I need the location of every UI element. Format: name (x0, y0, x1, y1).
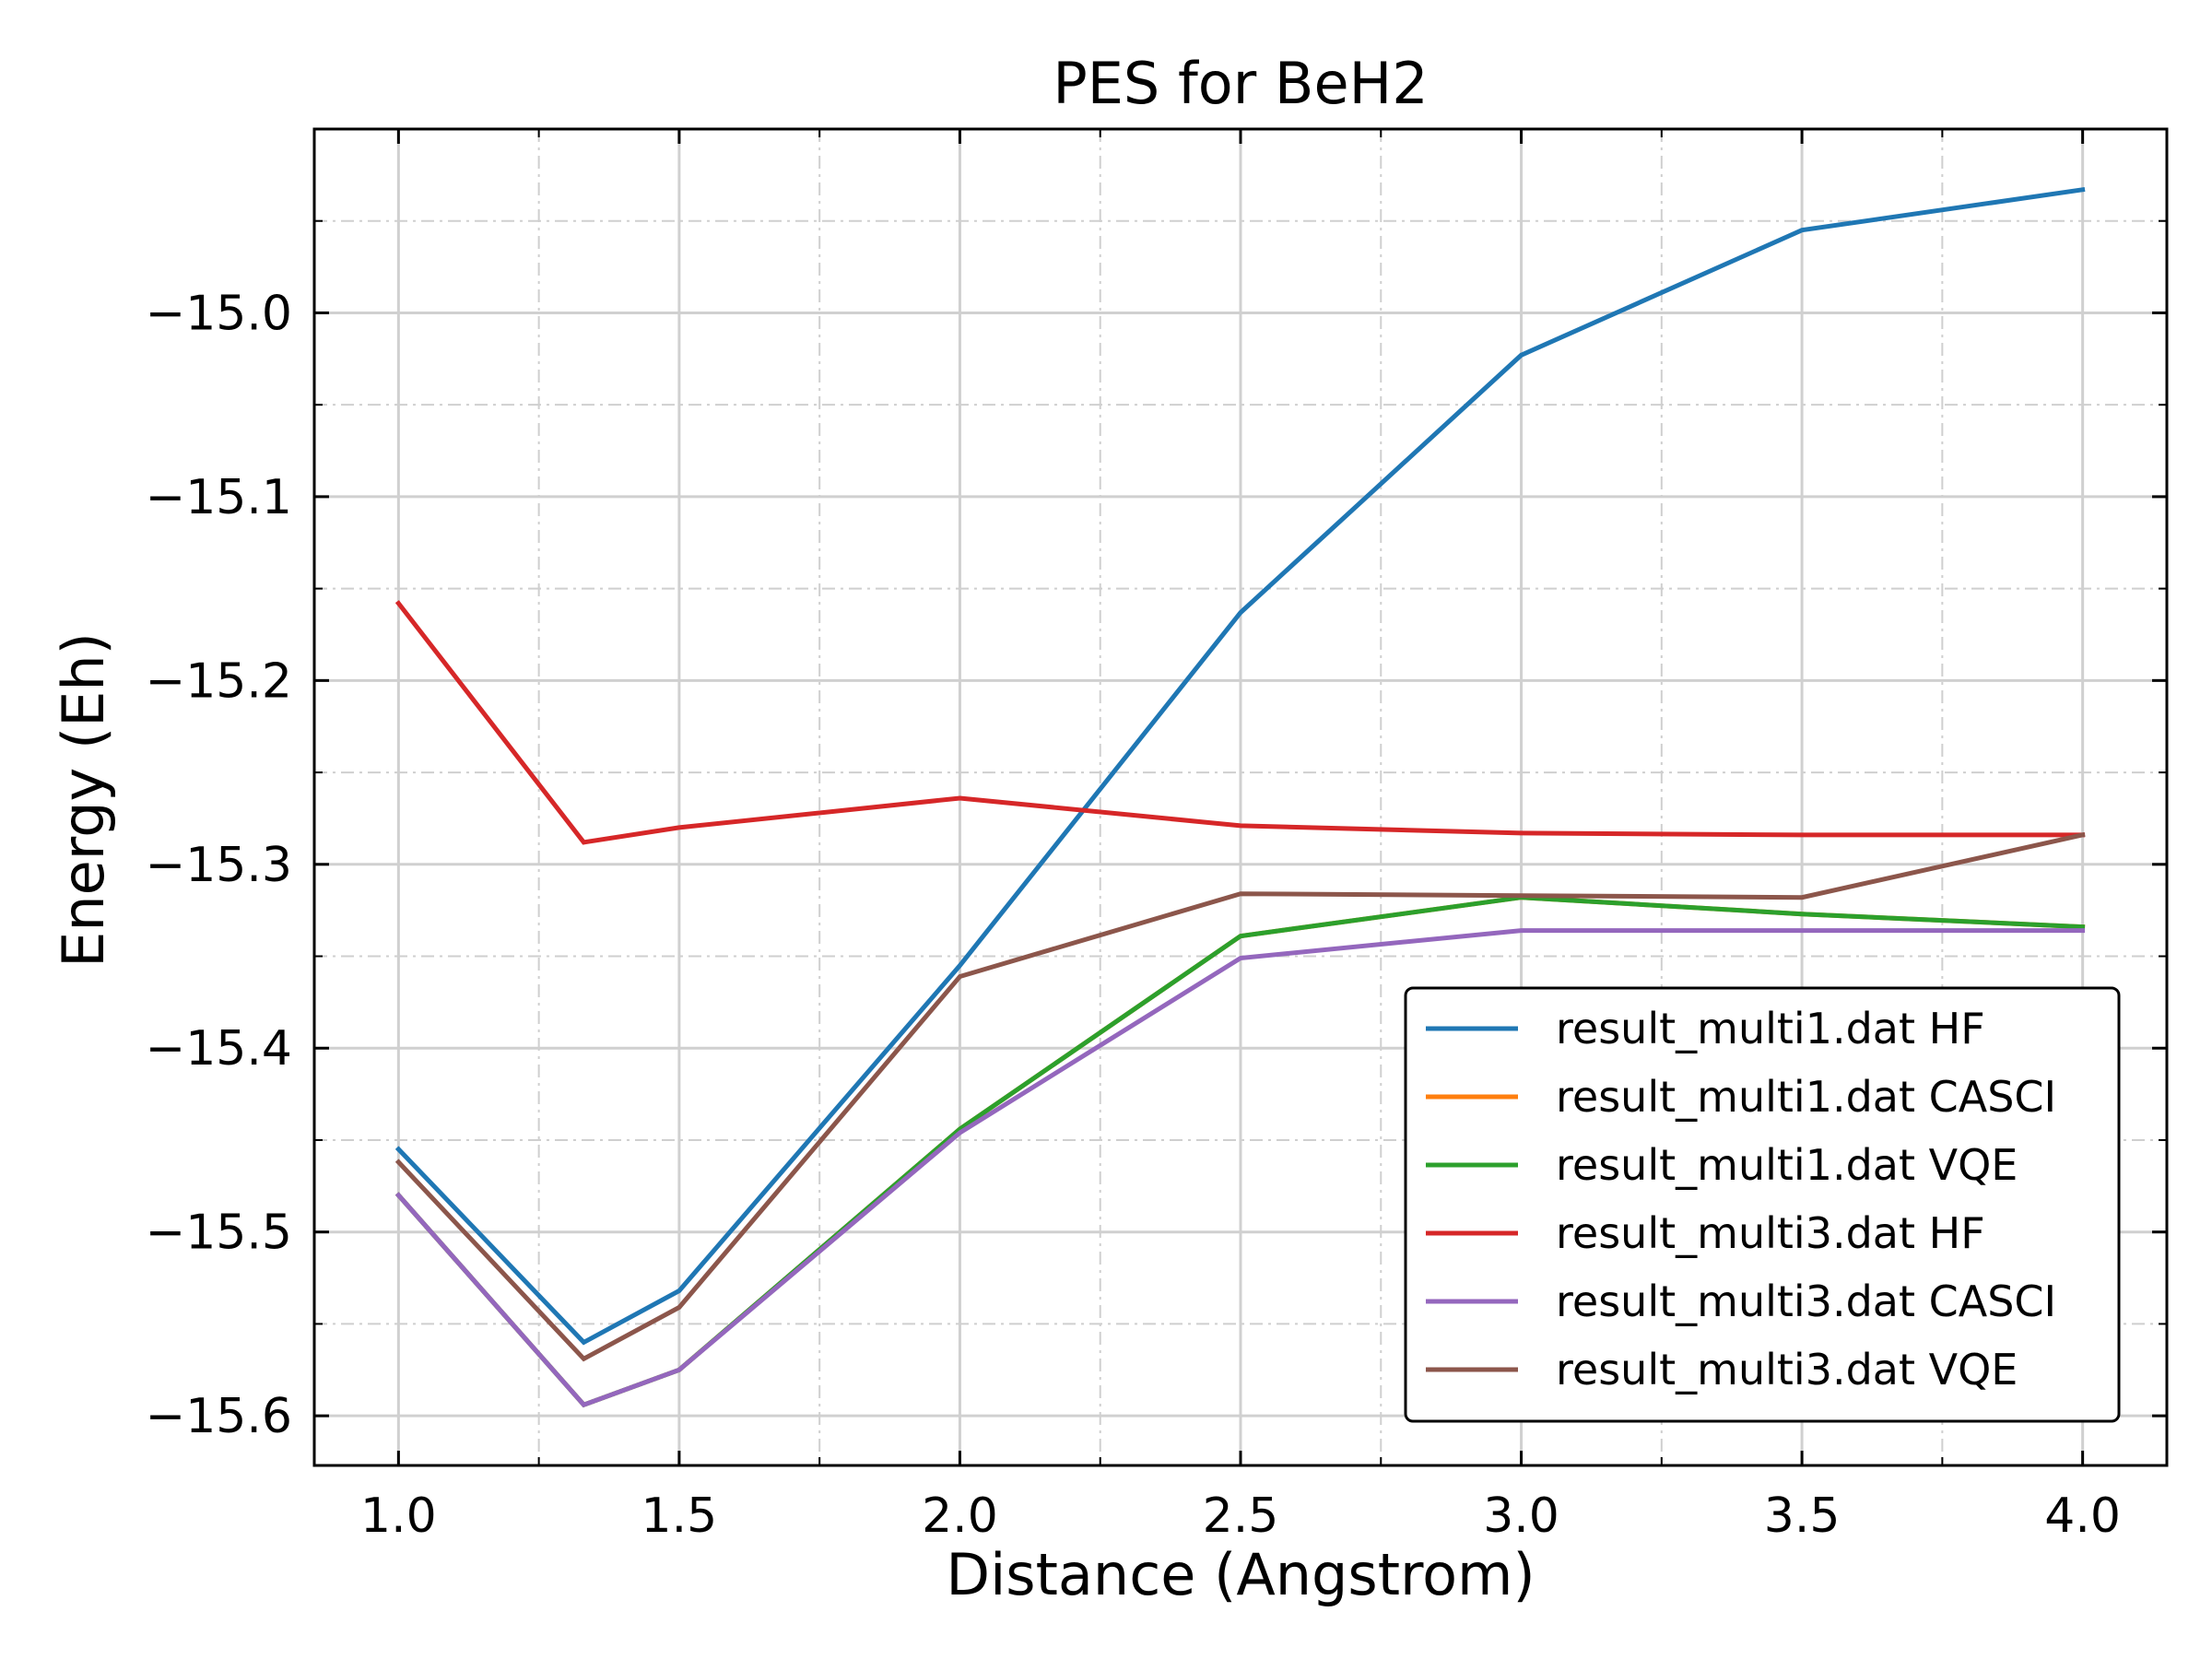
series-lines (394, 186, 2086, 1408)
series-line-6 (394, 831, 2086, 1362)
legend-label-3: result_multi1.dat VQE (1556, 1140, 2018, 1190)
y-tick-label: −15.4 (146, 1021, 292, 1077)
x-tick-label: 3.0 (1483, 1488, 1559, 1544)
series-line-1 (394, 186, 2086, 1346)
y-axis-label: Energy (Eh) (50, 632, 117, 968)
axes: 1.0 1.5 2.0 2.5 3.0 3.5 4.0 −15.0 −15.1 −15.2 −15.… (146, 127, 2169, 1544)
x-tick-label: 1.5 (641, 1488, 718, 1544)
y-tick-label: −15.3 (146, 838, 292, 893)
legend-label-6: result_multi3.dat VQE (1556, 1345, 2018, 1394)
y-tick-label: −15.1 (146, 470, 292, 525)
chart-title: PES for BeH2 (1053, 50, 1428, 117)
legend: result_multi1.dat HF result_multi1.dat CA… (1404, 986, 2121, 1423)
legend-label-2: result_multi1.dat CASCI (1556, 1072, 2056, 1122)
x-tick-label: 2.5 (1203, 1488, 1279, 1544)
legend-box (1404, 986, 2121, 1423)
legend-label-5: result_multi3.dat CASCI (1556, 1277, 2056, 1326)
y-tick-label: −15.2 (146, 653, 292, 709)
y-tick-label: −15.6 (146, 1389, 292, 1444)
x-axis-label: Distance (Angstrom) (946, 1541, 1535, 1608)
x-tick-label: 2.0 (922, 1488, 998, 1544)
series-line-5 (394, 928, 2086, 1408)
grid (314, 129, 2167, 1465)
y-tick-label: −15.5 (146, 1206, 292, 1261)
x-tick-label: 4.0 (2044, 1488, 2121, 1544)
y-tick-label: −15.0 (146, 286, 292, 341)
series-line-4 (394, 600, 2086, 845)
x-tick-label: 3.5 (1764, 1488, 1841, 1544)
legend-label-1: result_multi1.dat HF (1556, 1004, 1985, 1053)
legend-label-4: result_multi3.dat HF (1556, 1208, 1985, 1258)
x-tick-label: 1.0 (360, 1488, 437, 1544)
